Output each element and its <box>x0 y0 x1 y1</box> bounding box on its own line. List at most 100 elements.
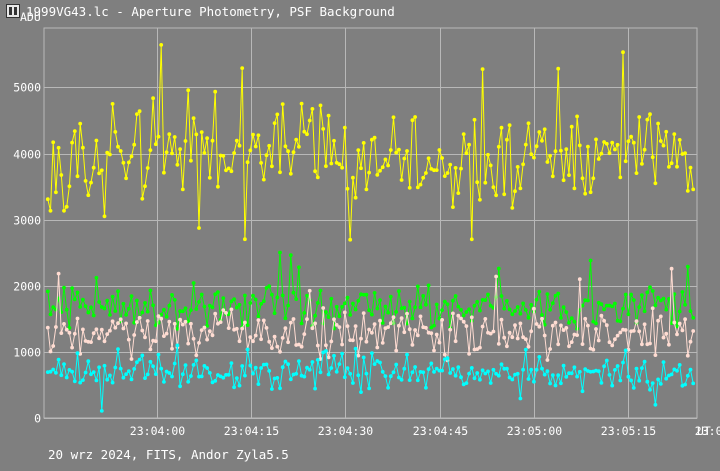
data-point <box>351 175 355 180</box>
data-point <box>429 325 434 330</box>
data-point <box>310 360 315 364</box>
data-point <box>378 360 382 365</box>
data-point <box>405 311 409 316</box>
data-point <box>669 266 674 271</box>
data-point <box>434 366 439 371</box>
data-point <box>364 371 369 376</box>
app-icon[interactable] <box>6 4 20 18</box>
data-point <box>326 113 331 118</box>
data-point <box>102 339 107 344</box>
data-point <box>459 166 463 171</box>
data-point <box>356 353 361 358</box>
data-point <box>521 162 525 167</box>
data-point <box>175 343 180 348</box>
data-point <box>126 160 131 165</box>
data-point <box>318 103 323 108</box>
data-point <box>97 336 101 341</box>
data-point <box>110 294 115 299</box>
data-point <box>356 298 361 303</box>
data-point <box>496 373 501 378</box>
data-point <box>194 307 199 311</box>
data-point <box>272 121 277 125</box>
data-point <box>345 324 350 328</box>
data-point <box>121 160 126 165</box>
data-point <box>421 370 426 375</box>
data-point <box>415 185 420 190</box>
data-point <box>356 148 361 153</box>
data-point <box>397 375 401 380</box>
data-point <box>640 293 644 297</box>
data-point <box>505 299 509 303</box>
data-point <box>559 148 563 153</box>
data-point <box>677 138 682 142</box>
data-point <box>294 371 299 376</box>
data-point <box>207 175 212 180</box>
data-point <box>640 162 644 166</box>
data-point <box>688 165 693 170</box>
data-point <box>456 304 461 309</box>
data-point <box>207 329 212 333</box>
data-point <box>145 309 150 314</box>
data-point <box>313 386 317 391</box>
data-point <box>248 335 253 339</box>
data-point <box>648 285 652 290</box>
data-point <box>261 362 266 367</box>
data-point <box>62 322 66 326</box>
data-point <box>302 129 307 134</box>
data-point <box>94 327 99 332</box>
data-point <box>480 368 485 373</box>
data-point <box>243 293 247 298</box>
data-point <box>502 306 507 311</box>
data-point <box>664 376 669 381</box>
data-point <box>353 324 358 328</box>
data-point <box>237 302 242 307</box>
data-point <box>307 118 312 123</box>
data-point <box>143 301 147 305</box>
data-point <box>410 118 415 123</box>
data-point <box>564 310 569 314</box>
data-point <box>591 347 596 352</box>
data-point <box>429 361 434 366</box>
data-point <box>513 323 517 328</box>
data-point <box>108 373 112 378</box>
data-point <box>580 389 585 394</box>
data-point <box>475 299 480 304</box>
data-point <box>604 358 609 363</box>
data-point <box>475 180 480 185</box>
data-point <box>518 321 523 326</box>
data-point <box>640 366 644 370</box>
data-point <box>548 347 552 351</box>
data-point <box>610 343 615 348</box>
data-point <box>270 164 274 169</box>
data-point <box>572 186 577 191</box>
data-point <box>297 342 301 347</box>
data-point <box>407 327 412 332</box>
data-point <box>370 312 374 317</box>
data-point <box>256 382 261 386</box>
data-point <box>594 137 598 142</box>
data-point <box>81 297 85 302</box>
data-point <box>526 121 531 126</box>
data-point <box>688 367 693 372</box>
data-point <box>378 318 382 323</box>
data-point <box>302 311 307 315</box>
data-point <box>478 197 482 202</box>
data-point <box>550 323 555 328</box>
y-tick-label: 2000 <box>13 280 41 294</box>
data-point <box>615 364 620 368</box>
data-point <box>267 369 272 373</box>
data-point <box>486 292 490 297</box>
data-point <box>353 195 358 200</box>
data-point <box>348 371 353 376</box>
data-point <box>615 142 620 147</box>
series-2 <box>45 250 696 331</box>
data-point <box>613 301 617 306</box>
data-point <box>148 148 153 153</box>
data-point <box>315 301 320 305</box>
data-point <box>213 379 218 383</box>
data-point <box>240 66 245 70</box>
data-point <box>216 290 220 294</box>
data-point <box>99 168 104 173</box>
x-tick-label: 23:04:30 <box>318 424 373 438</box>
data-point <box>94 275 99 280</box>
